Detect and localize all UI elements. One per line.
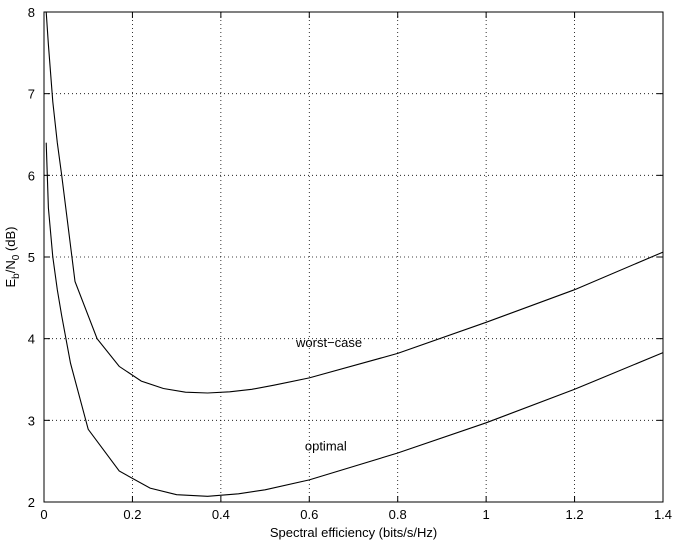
y-tick-label: 5 [28, 250, 35, 265]
annotations: worst−case optimal [295, 335, 362, 454]
x-tick-label: 0.4 [212, 507, 230, 522]
y-tick-label: 2 [28, 495, 35, 510]
y-tick-label: 6 [28, 168, 35, 183]
x-axis-label: Spectral efficiency (bits/s/Hz) [270, 525, 437, 540]
y-label-unit: (dB) [3, 227, 18, 255]
x-tick-labels: 0 0.2 0.4 0.6 0.8 1 1.2 1.4 [40, 507, 672, 522]
plot-frame [43, 11, 664, 503]
x-tick-label: 0.6 [300, 507, 318, 522]
series-group [45, 11, 664, 497]
x-tick-label: 0 [40, 507, 47, 522]
x-tick-label: 1 [483, 507, 490, 522]
y-tick-label: 7 [28, 87, 35, 102]
y-label-sub-b: b [11, 273, 22, 279]
x-tick-label: 1.2 [566, 507, 584, 522]
x-tick-label: 1.4 [654, 507, 672, 522]
y-axis-label: Eb/N0 (dB) [3, 227, 22, 288]
annotation-0: worst−case [295, 335, 362, 350]
x-tick-label: 0.8 [389, 507, 407, 522]
annotation-1: optimal [305, 439, 347, 454]
y-label-n: /N [3, 260, 18, 273]
x-tick-label: 0.2 [123, 507, 141, 522]
y-label-sub-0: 0 [11, 254, 22, 260]
y-label-e: E [3, 278, 18, 287]
y-tick-labels: 2 3 4 5 6 7 8 [28, 5, 35, 510]
y-tick-label: 3 [28, 413, 35, 428]
series-line-0 [45, 11, 664, 394]
y-tick-label: 4 [28, 332, 35, 347]
y-tick-label: 8 [28, 5, 35, 20]
series-line-1 [45, 142, 664, 497]
grid [44, 12, 663, 502]
